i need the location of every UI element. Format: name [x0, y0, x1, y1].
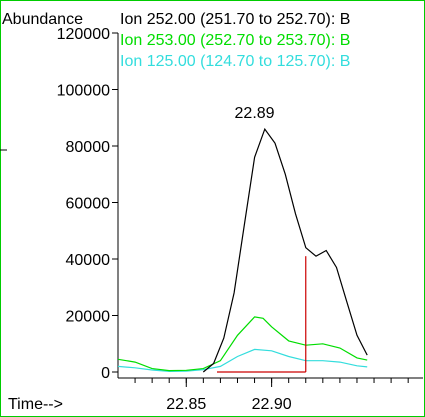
legend-entry-1: Ion 252.00 (251.70 to 252.70): B	[120, 11, 350, 28]
y-tick-label: 40000	[66, 252, 111, 269]
axes: 0 20000 40000 60000 80000 100000 120000 22.85 22…	[57, 26, 423, 413]
y-tick-label: 60000	[66, 196, 111, 213]
x-axis-label: Time-->	[8, 396, 63, 413]
legend: Ion 252.00 (251.70 to 252.70): B Ion 253.…	[120, 11, 350, 70]
integration-marker-layer	[217, 256, 307, 373]
y-tick-label: 0	[101, 365, 110, 382]
y-tick-label: 120000	[57, 26, 110, 43]
series-line-1	[202, 127, 368, 373]
y-tick-label: 100000	[57, 83, 110, 100]
y-tick-label: 80000	[66, 139, 111, 156]
series-line-2	[117, 316, 368, 372]
x-tick-label: 22.85	[166, 396, 206, 413]
legend-entry-2: Ion 253.00 (252.70 to 253.70): B	[120, 32, 350, 49]
series-layer	[117, 127, 368, 373]
x-tick-label: 22.90	[252, 396, 292, 413]
y-axis-label: Abundance	[2, 11, 83, 28]
annotation-layer: 22.89	[235, 105, 275, 122]
peak-label: 22.89	[235, 105, 275, 122]
series-line-3	[117, 348, 368, 373]
legend-entry-3: Ion 125.00 (124.70 to 125.70): B	[120, 53, 350, 70]
y-tick-label: 20000	[66, 309, 111, 326]
